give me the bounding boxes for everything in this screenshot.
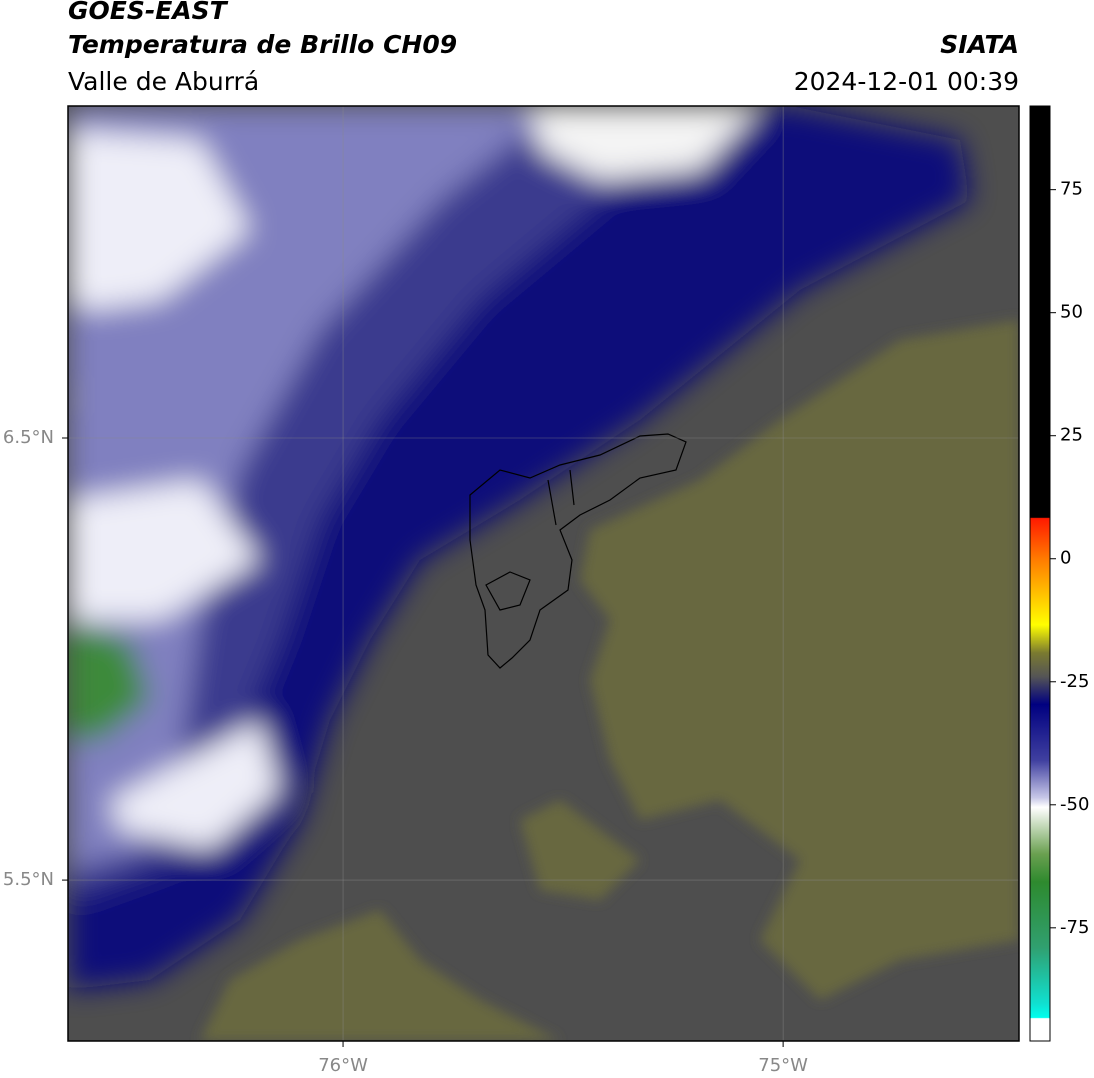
org: SIATA [940, 30, 1019, 59]
datetime: 2024-12-01 00:39 [794, 67, 1019, 96]
y-tick-label: 6.5°N [3, 427, 54, 448]
region: Valle de Aburrá [68, 67, 259, 96]
colorbar-tick-label: 50 [1060, 302, 1083, 323]
subtitle: Temperatura de Brillo CH09 [68, 30, 457, 59]
map-image [68, 106, 1019, 1041]
colorbar-tick-label: -25 [1060, 671, 1089, 692]
colorbar-tick-label: 25 [1060, 425, 1083, 446]
title: GOES-EAST [68, 0, 229, 25]
colorbar-tick-label: -75 [1060, 917, 1089, 938]
colorbar-tick-label: 0 [1060, 548, 1071, 569]
map-frame [67, 105, 1020, 1042]
colorbar-tick-label: -50 [1060, 794, 1089, 815]
colorbar [1029, 105, 1051, 1042]
x-tick-label: 76°W [318, 1055, 368, 1076]
x-tick-label: 75°W [758, 1055, 808, 1076]
colorbar-tick-label: 75 [1060, 179, 1083, 200]
y-tick-label: 5.5°N [3, 869, 54, 890]
